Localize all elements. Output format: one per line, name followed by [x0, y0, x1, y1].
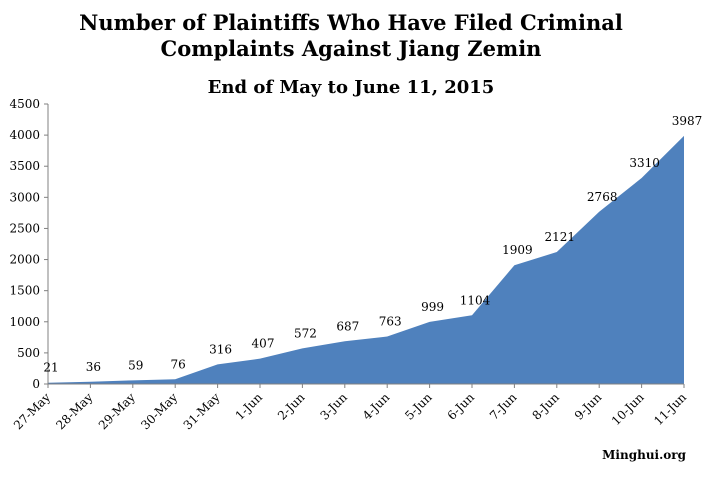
data-label: 407 [252, 337, 275, 351]
chart-title-line-2: Complaints Against Jiang Zemin [160, 36, 542, 61]
x-tick-label: 5-Jun [402, 390, 435, 423]
x-tick-label: 7-Jun [487, 390, 520, 423]
x-tick-label: 3-Jun [317, 390, 350, 423]
data-label: 2768 [587, 190, 618, 204]
data-label: 59 [128, 358, 143, 372]
x-tick-label: 1-Jun [233, 390, 266, 423]
x-tick-label: 4-Jun [360, 390, 393, 423]
y-tick-label: 3000 [9, 190, 40, 204]
data-label: 1104 [460, 293, 491, 307]
x-tick-label: 31-May [181, 390, 223, 432]
y-tick-label: 2500 [9, 221, 40, 235]
data-label: 36 [86, 360, 101, 374]
y-tick-label: 0 [32, 377, 40, 391]
x-tick-label: 29-May [96, 390, 138, 432]
data-label: 3987 [672, 114, 702, 128]
data-label: 763 [379, 315, 402, 329]
data-label: 687 [336, 319, 359, 333]
y-tick-label: 500 [17, 346, 40, 360]
data-label: 1909 [502, 243, 533, 257]
x-tick-label: 2-Jun [275, 390, 308, 423]
x-tick-label: 10-Jun [609, 390, 647, 428]
data-label: 572 [294, 326, 317, 340]
y-tick-label: 3500 [9, 159, 40, 173]
x-tick-label: 28-May [53, 390, 95, 432]
x-tick-label: 27-May [11, 390, 53, 432]
y-tick-label: 4500 [9, 97, 40, 111]
data-label: 999 [421, 300, 444, 314]
x-tick-label: 30-May [138, 390, 180, 432]
data-label: 21 [43, 361, 58, 375]
x-tick-label: 6-Jun [445, 390, 478, 423]
y-tick-label: 1000 [9, 315, 40, 329]
data-label: 76 [171, 357, 186, 371]
chart-subtitle: End of May to June 11, 2015 [207, 77, 495, 98]
data-label: 316 [209, 342, 232, 356]
x-tick-label: 11-Jun [651, 390, 689, 428]
data-label: 2121 [545, 230, 576, 244]
y-tick-label: 4000 [9, 128, 40, 142]
chart-title-line-1: Number of Plaintiffs Who Have Filed Crim… [79, 10, 623, 35]
source-credit: Minghui.org [602, 448, 686, 462]
x-tick-label: 8-Jun [529, 390, 562, 423]
y-tick-label: 2000 [9, 253, 40, 267]
data-label: 3310 [629, 156, 660, 170]
area-series [48, 135, 684, 384]
y-tick-label: 1500 [9, 284, 40, 298]
x-tick-label: 9-Jun [572, 390, 605, 423]
